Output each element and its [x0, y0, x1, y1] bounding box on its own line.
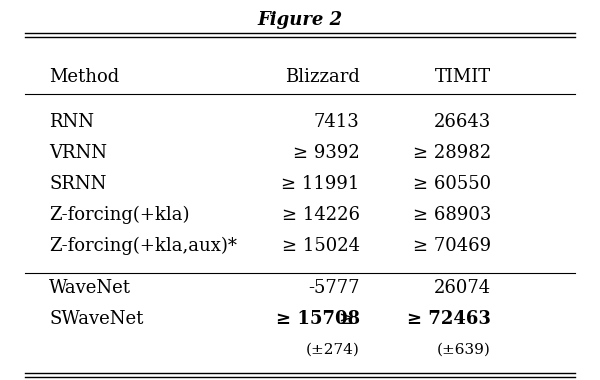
- Text: ≥ 11991: ≥ 11991: [281, 175, 360, 193]
- Text: 26643: 26643: [434, 113, 491, 131]
- Text: 7413: 7413: [314, 113, 360, 131]
- Text: ≥ 14226: ≥ 14226: [282, 206, 360, 224]
- Text: Figure 2: Figure 2: [257, 11, 343, 29]
- Text: ≥ 28982: ≥ 28982: [413, 144, 491, 162]
- Text: (±274): (±274): [306, 343, 360, 357]
- Text: -5777: -5777: [308, 279, 360, 297]
- Text: SRNN: SRNN: [49, 175, 107, 193]
- Text: Z-forcing(+kla,aux)*: Z-forcing(+kla,aux)*: [49, 237, 237, 255]
- Text: Blizzard: Blizzard: [285, 68, 360, 86]
- Text: TIMIT: TIMIT: [435, 68, 491, 86]
- Text: (±639): (±639): [437, 343, 491, 357]
- Text: SWaveNet: SWaveNet: [49, 310, 143, 328]
- Text: ≥ 9392: ≥ 9392: [293, 144, 360, 162]
- Text: VRNN: VRNN: [49, 144, 107, 162]
- Text: Method: Method: [49, 68, 119, 86]
- Text: ≥: ≥: [339, 310, 360, 328]
- Text: ≥ 68903: ≥ 68903: [413, 206, 491, 224]
- Text: ≥ 60550: ≥ 60550: [413, 175, 491, 193]
- Text: ≥ 70469: ≥ 70469: [413, 237, 491, 255]
- Text: RNN: RNN: [49, 113, 94, 131]
- Text: WaveNet: WaveNet: [49, 279, 131, 297]
- Text: ≥ 72463: ≥ 72463: [407, 310, 491, 328]
- Text: Z-forcing(+kla): Z-forcing(+kla): [49, 206, 190, 224]
- Text: 26074: 26074: [434, 279, 491, 297]
- Text: ≥ 15708: ≥ 15708: [275, 310, 360, 328]
- Text: ≥ 15024: ≥ 15024: [282, 237, 360, 255]
